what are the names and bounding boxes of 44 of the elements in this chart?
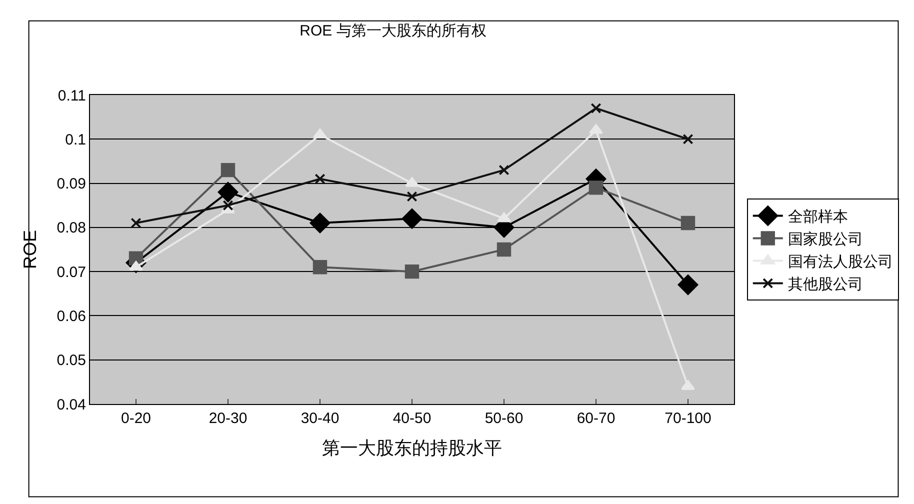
point [312, 260, 328, 274]
point [130, 218, 142, 228]
x-tick-label: 60-70 [576, 410, 616, 427]
point [402, 208, 422, 229]
point [682, 134, 694, 144]
x-tick-label: 20-30 [208, 410, 248, 427]
legend-label: 其他股公司 [788, 276, 863, 294]
legend-label: 国家股公司 [788, 231, 863, 248]
point [678, 274, 698, 295]
y-tick-label: 0.07 [56, 264, 86, 281]
x-tick-label: 30-40 [300, 410, 340, 427]
x-tick-label: 40-50 [392, 410, 432, 427]
y-tick-label: 0.11 [58, 87, 86, 104]
point [310, 212, 330, 234]
x-tick-label: 50-60 [484, 410, 524, 427]
point [314, 174, 326, 184]
point [218, 182, 238, 202]
y-tick-label: 0.05 [56, 352, 86, 370]
point [313, 128, 327, 138]
point [406, 191, 418, 202]
y-tick-label: 0.09 [56, 176, 86, 193]
point [220, 162, 236, 178]
x-tick-label: 70-100 [664, 410, 712, 427]
point [497, 212, 511, 222]
point [498, 164, 510, 176]
y-tick-label: 0.06 [56, 308, 86, 325]
point [590, 102, 602, 114]
point [496, 242, 512, 257]
x-tick-label: 0-20 [120, 410, 152, 427]
x-axis-title: 第一大股东的持股水平 [322, 438, 502, 458]
point [588, 180, 604, 195]
y-axis-title: ROE [20, 230, 40, 270]
y-tick-label: 0.04 [56, 396, 86, 414]
y-tick-label: 0.08 [56, 220, 86, 237]
point [222, 200, 234, 211]
y-tick-label: 0.1 [65, 131, 86, 148]
point [680, 216, 696, 230]
point [404, 264, 420, 279]
chart-title: ROE 与第一大股东的所有权 [300, 22, 486, 40]
point [405, 177, 419, 187]
legend-label: 全部样本 [788, 208, 848, 226]
point [589, 124, 603, 134]
point [681, 380, 695, 390]
legend-label: 国有法人股公司 [788, 254, 893, 271]
